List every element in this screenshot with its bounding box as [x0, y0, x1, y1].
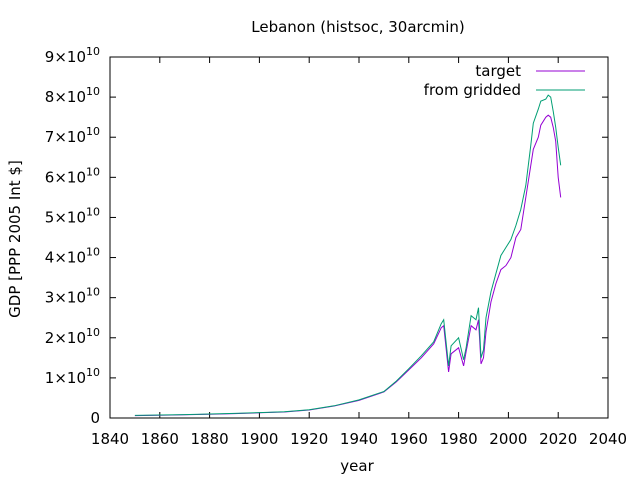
y-tick-label: 6×1010: [45, 165, 100, 186]
x-tick-label: 1960: [390, 430, 428, 448]
y-axis-label: GDP [PPP 2005 Int $]: [6, 160, 24, 318]
plot-frame: [109, 56, 609, 419]
y-tick-exponent: 10: [86, 366, 100, 379]
y-tick-label: 2×1010: [45, 326, 100, 347]
y-tick-label: 3×1010: [45, 286, 100, 307]
x-tick-label: 1920: [290, 430, 328, 448]
y-tick-mantissa: 2×10: [45, 329, 86, 347]
x-tick-label: 1880: [191, 430, 229, 448]
y-tick-exponent: 10: [86, 326, 100, 339]
x-tick-label: 2000: [489, 430, 527, 448]
x-tick-label: 1980: [440, 430, 478, 448]
y-tick-mantissa: 9×10: [45, 48, 86, 66]
y-tick-mantissa: 8×10: [45, 88, 86, 106]
series-line-target: [134, 114, 562, 417]
x-tick-label: 1840: [91, 430, 129, 448]
y-tick-mantissa: 4×10: [45, 249, 86, 267]
x-tick-label: 1900: [240, 430, 278, 448]
y-tick-exponent: 10: [86, 246, 100, 259]
y-tick-exponent: 10: [86, 286, 100, 299]
y-tick-exponent: 10: [86, 85, 100, 98]
series-layer: [134, 94, 562, 417]
y-tick-label: 7×1010: [45, 125, 100, 146]
y-tick-label: 0: [90, 409, 100, 427]
y-tick-label: 8×1010: [45, 85, 100, 106]
x-tick-label: 2020: [539, 430, 577, 448]
y-tick-mantissa: 7×10: [45, 128, 86, 146]
y-tick-label: 9×1010: [45, 45, 100, 66]
y-tick-label: 4×1010: [45, 246, 100, 267]
y-tick-exponent: 10: [86, 205, 100, 218]
y-tick-mantissa: 6×10: [45, 168, 86, 186]
x-axis-label: year: [340, 457, 374, 475]
y-tick-label: 5×1010: [45, 205, 100, 226]
x-tick-label: 1940: [340, 430, 378, 448]
chart-title: Lebanon (histsoc, 30arcmin): [251, 18, 465, 36]
y-tick-mantissa: 1×10: [45, 369, 86, 387]
legend-label: from gridded: [424, 81, 521, 99]
y-tick-exponent: 10: [86, 45, 100, 58]
y-tick-mantissa: 5×10: [45, 208, 86, 226]
y-tick-mantissa: 0: [90, 409, 100, 427]
y-tick-exponent: 10: [86, 125, 100, 138]
series-line-from-gridded: [134, 94, 562, 416]
axis-ticks: 1840 1860 1880 1900 1920 1940 1960 1980 2000 2020…: [45, 45, 627, 448]
legend-label: target: [475, 62, 521, 80]
x-tick-label: 1860: [141, 430, 179, 448]
x-tick-label: 2040: [589, 430, 627, 448]
y-tick-label: 1×1010: [45, 366, 100, 387]
y-tick-exponent: 10: [86, 165, 100, 178]
y-tick-mantissa: 3×10: [45, 289, 86, 307]
